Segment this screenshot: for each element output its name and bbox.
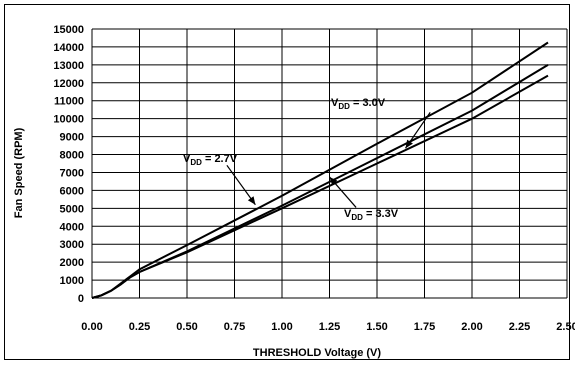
series-line-3 (91, 74, 549, 299)
x-tick-label: 0.50 (176, 321, 197, 333)
annotation-vdd-3-3: VDD = 3.3V (344, 208, 399, 222)
x-tick-label: 0.25 (129, 321, 150, 333)
x-tick-label: 1.50 (366, 321, 387, 333)
x-tick-label: 2.00 (461, 321, 482, 333)
y-axis-label: Fan Speed (RPM) (13, 127, 25, 218)
y-tick-labels: 0 1000 2000 3000 4000 5000 6000 7000 8000 9000 100… (53, 24, 84, 305)
y-tick-label: 3000 (60, 239, 84, 251)
y-tick-label: 4000 (60, 221, 84, 233)
arrow-head (247, 196, 256, 205)
arrow-head (329, 176, 338, 186)
y-tick-label: 9000 (60, 132, 84, 144)
y-tick-label: 5000 (60, 203, 84, 215)
x-axis-label: THRESHOLD Voltage (V) (253, 347, 381, 359)
y-tick-label: 15000 (53, 24, 84, 36)
x-tick-label: 0.00 (81, 321, 102, 333)
annotation-vdd-2-7: VDD = 2.7V (183, 153, 238, 167)
arrow-head (405, 139, 413, 149)
y-tick-label: 6000 (60, 185, 84, 197)
x-tick-labels: 0.00 0.25 0.50 0.75 1.00 1.25 1.50 1.75 2.00 2.25… (81, 321, 575, 333)
y-tick-label: 7000 (60, 167, 84, 179)
annotation-arrow (226, 164, 256, 206)
y-tick-label: 11000 (54, 96, 84, 108)
grid (91, 28, 568, 299)
y-tick-label: 2000 (60, 257, 84, 269)
y-tick-label: 13000 (53, 60, 84, 72)
x-tick-label: 1.00 (271, 321, 292, 333)
x-tick-label: 1.75 (414, 321, 435, 333)
x-tick-label: 2.25 (509, 321, 530, 333)
annotation-vdd-3-0: VDD = 3.0V (331, 97, 386, 111)
annotation-arrows (226, 112, 431, 208)
y-tick-label: 12000 (53, 78, 84, 90)
y-tick-label: 1000 (60, 275, 84, 287)
y-tick-label: 0 (78, 293, 84, 305)
y-tick-label: 14000 (53, 42, 84, 54)
y-tick-label: 8000 (60, 150, 84, 162)
series-lines (91, 41, 549, 299)
x-tick-label: 2.50 (556, 321, 575, 333)
x-tick-label: 1.25 (319, 321, 340, 333)
x-tick-label: 0.75 (224, 321, 245, 333)
chart-frame (4, 4, 570, 360)
series-line-1 (91, 41, 549, 299)
y-tick-label: 10000 (53, 114, 84, 126)
